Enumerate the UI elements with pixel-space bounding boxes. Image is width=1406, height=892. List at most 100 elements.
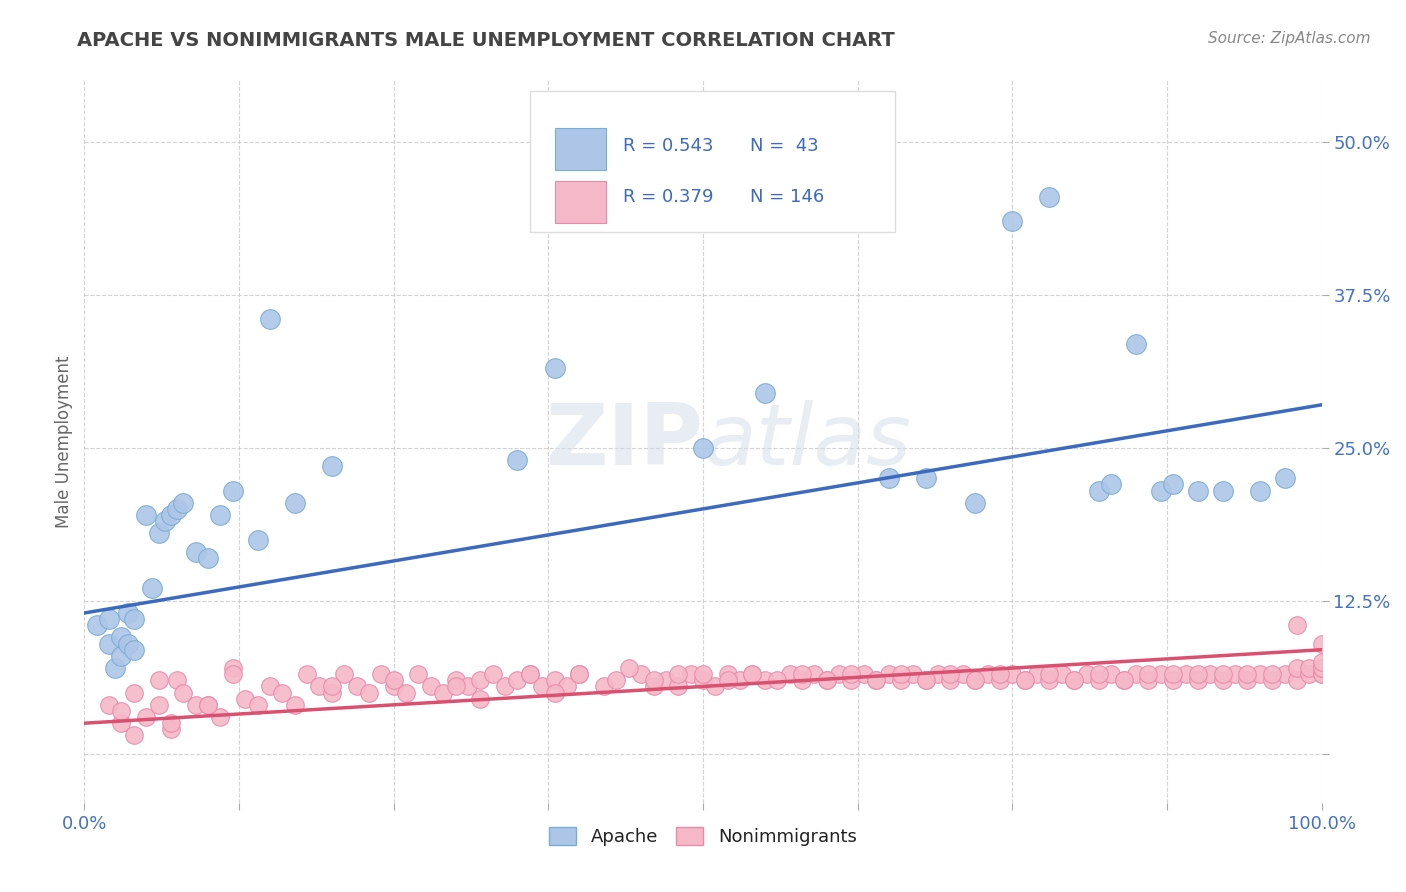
Text: ZIP: ZIP <box>546 400 703 483</box>
Point <box>135 710 157 724</box>
Point <box>988 667 1011 681</box>
Point <box>531 680 554 694</box>
Point <box>666 667 689 681</box>
Point <box>1249 667 1271 681</box>
Point <box>117 606 139 620</box>
Point <box>543 685 565 699</box>
Point <box>1088 667 1111 681</box>
Point <box>470 673 492 688</box>
Text: N = 146: N = 146 <box>749 188 824 206</box>
Point <box>1137 673 1160 688</box>
Point <box>852 667 875 681</box>
Point <box>1236 673 1258 688</box>
Point <box>110 704 132 718</box>
Point <box>1038 667 1060 681</box>
Point <box>741 667 763 681</box>
Point <box>568 667 591 681</box>
Point <box>754 673 776 688</box>
Text: APACHE VS NONIMMIGRANTS MALE UNEMPLOYMENT CORRELATION CHART: APACHE VS NONIMMIGRANTS MALE UNEMPLOYMEN… <box>77 31 896 50</box>
Point <box>643 680 665 694</box>
Point <box>1274 667 1296 681</box>
Point <box>1161 477 1184 491</box>
Point <box>494 680 516 694</box>
Point <box>1125 667 1147 681</box>
Point <box>357 685 380 699</box>
Point <box>976 667 998 681</box>
Point <box>1038 189 1060 203</box>
Point <box>593 680 616 694</box>
Point <box>1112 673 1135 688</box>
Point <box>246 698 269 712</box>
Point <box>1199 667 1222 681</box>
Point <box>617 661 640 675</box>
Point <box>692 667 714 681</box>
Text: Source: ZipAtlas.com: Source: ZipAtlas.com <box>1208 31 1371 46</box>
Point <box>308 680 330 694</box>
Point <box>172 496 194 510</box>
Point <box>444 680 467 694</box>
Point <box>481 667 503 681</box>
Point <box>1125 336 1147 351</box>
Point <box>903 667 925 681</box>
Point <box>1285 673 1308 688</box>
Point <box>1212 667 1234 681</box>
Point <box>1187 483 1209 498</box>
Point <box>643 673 665 688</box>
Point <box>1161 667 1184 681</box>
Point <box>444 673 467 688</box>
Point <box>1187 673 1209 688</box>
Point <box>1249 483 1271 498</box>
Point <box>815 673 838 688</box>
Point <box>779 667 801 681</box>
Point <box>877 667 900 681</box>
Point <box>1310 661 1333 675</box>
Point <box>321 458 343 473</box>
Point <box>988 673 1011 688</box>
Point <box>321 685 343 699</box>
Point <box>543 361 565 376</box>
Point <box>172 685 194 699</box>
Point <box>841 667 863 681</box>
Point <box>321 680 343 694</box>
Point <box>1285 661 1308 675</box>
Point <box>965 673 987 688</box>
Point <box>519 667 541 681</box>
Point <box>1310 667 1333 681</box>
Point <box>1236 667 1258 681</box>
Point <box>1150 667 1173 681</box>
Point <box>717 673 740 688</box>
Point <box>1310 661 1333 675</box>
Point <box>122 612 145 626</box>
Point <box>877 471 900 485</box>
Point <box>679 667 702 681</box>
Point <box>110 716 132 731</box>
Point <box>815 673 838 688</box>
Point <box>1063 673 1085 688</box>
Point <box>382 680 405 694</box>
Point <box>197 698 219 712</box>
Point <box>555 680 578 694</box>
FancyBboxPatch shape <box>530 91 894 232</box>
Point <box>197 698 219 712</box>
Point <box>1310 637 1333 651</box>
Point <box>1161 673 1184 688</box>
Point <box>419 680 441 694</box>
Point <box>914 471 936 485</box>
Point <box>939 673 962 688</box>
Point <box>841 673 863 688</box>
Point <box>110 648 132 663</box>
Text: R = 0.379: R = 0.379 <box>623 188 713 206</box>
Point <box>122 642 145 657</box>
Point <box>1099 477 1122 491</box>
Point <box>395 685 418 699</box>
Point <box>1001 214 1024 228</box>
Y-axis label: Male Unemployment: Male Unemployment <box>55 355 73 528</box>
Point <box>246 533 269 547</box>
Point <box>271 685 294 699</box>
Point <box>295 667 318 681</box>
Point <box>666 680 689 694</box>
Point <box>117 637 139 651</box>
Point <box>98 612 121 626</box>
Point <box>1088 673 1111 688</box>
Point <box>284 496 307 510</box>
